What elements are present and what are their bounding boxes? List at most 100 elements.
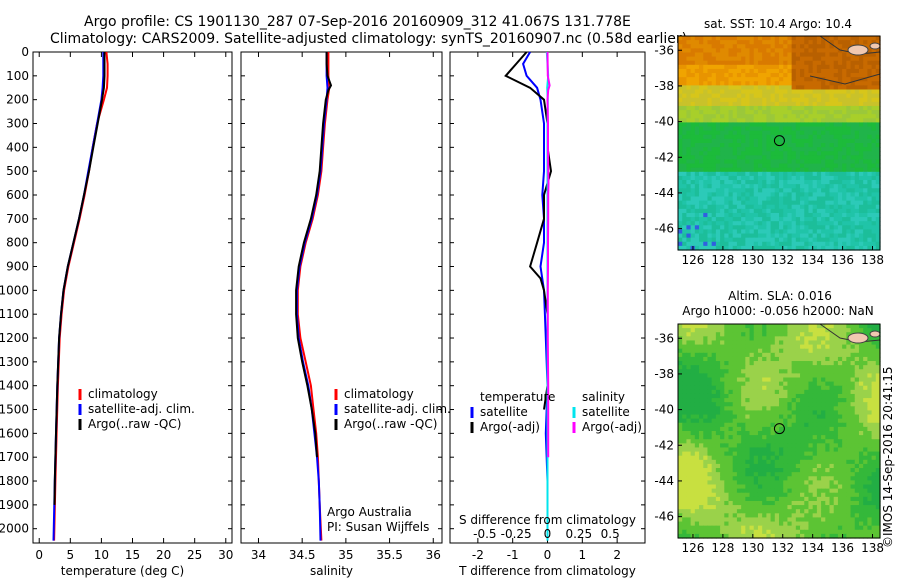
heatmap-cell [711, 356, 717, 362]
heatmap-cell [728, 64, 734, 70]
heatmap-cell [804, 97, 810, 103]
heatmap-cell [783, 126, 789, 132]
heatmap-cell [699, 221, 704, 226]
heatmap-cell [762, 410, 767, 416]
heatmap-cell [741, 455, 746, 461]
heatmap-cell [842, 348, 847, 354]
heatmap-cell [867, 348, 873, 354]
heatmap-cell [774, 221, 780, 226]
heatmap-cell [745, 393, 751, 399]
heatmap-cell [804, 414, 810, 420]
heatmap-cell [770, 44, 776, 49]
heatmap-cell [804, 151, 810, 156]
heatmap-cell [686, 332, 692, 337]
heatmap-cell [863, 447, 868, 453]
heatmap-cell [741, 93, 746, 99]
heatmap-cell [854, 459, 860, 465]
heatmap-cell [779, 426, 784, 432]
heatmap-cell [816, 377, 822, 383]
heatmap-cell [711, 44, 717, 49]
heatmap-cell [779, 245, 784, 251]
heatmap-cell [732, 455, 738, 461]
heatmap-cell [795, 241, 801, 247]
heatmap-cell [707, 245, 713, 251]
heatmap-cell [812, 459, 818, 465]
heatmap-cell [728, 200, 734, 206]
heatmap-cell [791, 500, 797, 506]
heatmap-cell [770, 435, 776, 440]
heatmap-cell [766, 431, 772, 436]
heatmap-cell [791, 324, 797, 329]
heatmap-cell [821, 126, 826, 132]
heatmap-cell [842, 40, 847, 45]
heatmap-cell [858, 344, 864, 350]
heatmap-cell [779, 126, 784, 132]
heatmap-cell [816, 122, 822, 128]
heatmap-cell [871, 393, 877, 399]
heatmap-cell [875, 64, 881, 70]
heatmap-cell [846, 73, 852, 78]
heatmap-cell [745, 229, 751, 235]
heatmap-cell [774, 138, 780, 144]
heatmap-cell [715, 118, 721, 124]
heatmap-cell [791, 443, 797, 449]
heatmap-cell [715, 426, 721, 432]
heatmap-cell [779, 328, 784, 333]
heatmap-cell [678, 159, 683, 165]
heatmap-cell [707, 122, 713, 128]
heatmap-cell [875, 151, 881, 156]
heatmap-cell [753, 451, 759, 457]
heatmap-cell [741, 147, 746, 152]
heatmap-cell [804, 505, 810, 510]
heatmap-cell [753, 361, 759, 366]
heatmap-cell [800, 410, 805, 416]
heatmap-cell [741, 208, 746, 214]
heatmap-cell [724, 373, 730, 379]
heatmap-cell [678, 418, 683, 424]
heatmap-cell [766, 40, 772, 45]
heatmap-cell [821, 217, 826, 222]
heatmap-cell [846, 81, 852, 86]
heatmap-cell [783, 81, 789, 86]
heatmap-cell [703, 443, 709, 449]
heatmap-cell [736, 175, 742, 181]
heatmap-cell [724, 143, 730, 148]
heatmap-cell [711, 480, 717, 486]
heatmap-cell [749, 217, 755, 222]
heatmap-cell [762, 488, 767, 494]
heatmap-cell [770, 381, 776, 387]
heatmap-cell [829, 114, 835, 119]
heatmap-cell [816, 488, 822, 494]
heatmap-cell [795, 435, 801, 440]
heatmap-cell [821, 365, 826, 370]
heatmap-cell [791, 105, 797, 111]
heatmap-cell [795, 180, 801, 185]
heatmap-cell [699, 410, 704, 416]
heatmap-cell [694, 44, 700, 49]
heatmap-cell [858, 484, 864, 490]
heatmap-cell [829, 134, 835, 140]
heatmap-cell [690, 451, 696, 457]
heatmap-cell [745, 422, 751, 428]
heatmap-cell [846, 101, 852, 107]
heatmap-cell [804, 435, 810, 440]
heatmap-cell [757, 406, 763, 412]
heatmap-cell [783, 77, 789, 82]
heatmap-cell [829, 336, 835, 342]
heatmap-cell [800, 188, 805, 193]
heatmap-cell [774, 40, 780, 45]
heatmap-cell [787, 89, 793, 95]
heatmap-cell [686, 500, 692, 506]
heatmap-cell [863, 389, 868, 395]
heatmap-cell [749, 52, 755, 58]
heatmap-cell [749, 492, 755, 498]
heatmap-cell [690, 406, 696, 412]
heatmap-cell [808, 64, 814, 70]
heatmap-cell [812, 171, 818, 177]
heatmap-cell [720, 406, 725, 412]
heatmap-cell [736, 406, 742, 412]
heatmap-cell [821, 241, 826, 247]
heatmap-cell [678, 439, 683, 444]
heatmap-cell [875, 105, 881, 111]
heatmap-cell [808, 381, 814, 387]
